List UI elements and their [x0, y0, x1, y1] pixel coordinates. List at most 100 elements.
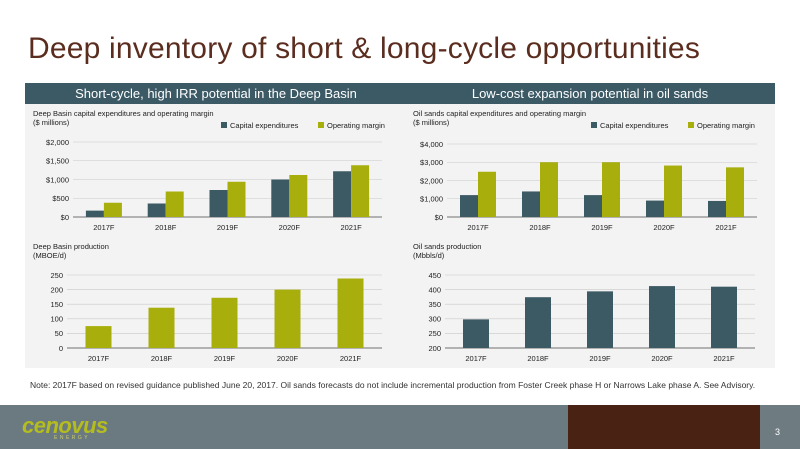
cenovus-logo: cenovus: [22, 413, 108, 438]
panel-header-oil-sands: Low-cost expansion potential in oil sand…: [405, 83, 775, 104]
deep-basin-capex-legend-swatch-margin: [318, 122, 324, 128]
panel-header-deep-basin: Short-cycle, high IRR potential in the D…: [25, 83, 407, 104]
oil-sands-capex-bar-capex-2019F: [584, 195, 602, 217]
oil-sands-production-bar-2019F: [587, 291, 613, 348]
deep-basin-capex-title: Deep Basin capital expenditures and oper…: [33, 109, 214, 118]
deep-basin-capex-xtick-label-4: 2021F: [340, 223, 362, 232]
oil-sands-capex-bar-margin-2021F: [726, 167, 744, 217]
deep-basin-production-bar-2019F: [211, 297, 238, 348]
oil-sands-capex-xtick-label-4: 2021F: [715, 223, 737, 232]
deep-basin-production-xtick-label-1: 2018F: [151, 354, 173, 363]
oil-sands-capex-bar-margin-2017F: [478, 171, 496, 217]
oil-sands-capex-bar-margin-2018F: [540, 162, 558, 217]
oil-sands-capex-ytick-label-1: $1,000: [420, 195, 443, 204]
deep-basin-production-ytick-label-2: 100: [50, 315, 63, 324]
deep-basin-capex-xtick-label-0: 2017F: [93, 223, 115, 232]
oil-sands-capex-legend-swatch-capex: [591, 122, 597, 128]
deep-basin-capex-xtick-label-3: 2020F: [279, 223, 301, 232]
oil-sands-capex-ytick-label-0: $0: [435, 213, 443, 222]
deep-basin-production-xtick-label-3: 2020F: [277, 354, 299, 363]
oil-sands-production-ytick-label-1: 250: [428, 329, 441, 338]
oil-sands-capex-bar-margin-2020F: [664, 165, 682, 217]
deep-basin-production-ytick-label-3: 150: [50, 300, 63, 309]
deep-basin-capex-bar-margin-2017F: [103, 202, 122, 217]
oil-sands-production-bar-2020F: [649, 286, 675, 348]
oil-sands-capex-xtick-label-2: 2019F: [591, 223, 613, 232]
deep-basin-capex-ytick-label-0: $0: [61, 213, 69, 222]
deep-basin-production-title: Deep Basin production: [33, 242, 109, 251]
deep-basin-production-bar-2020F: [274, 289, 301, 348]
deep-basin-production-bar-2021F: [337, 278, 364, 348]
oil-sands-capex-bar-capex-2020F: [646, 200, 664, 217]
oil-sands-capex-bar-capex-2017F: [460, 195, 478, 217]
page-number: 3: [775, 427, 781, 437]
oil-sands-production-xtick-label-1: 2018F: [527, 354, 549, 363]
chart-oil-sands-production: Oil sands production(Mbbls/d) 200 250 300 35…: [413, 242, 755, 363]
footer-page-tab: [760, 405, 800, 449]
deep-basin-capex-unit-label: ($ millions): [33, 118, 70, 127]
oil-sands-production-ytick-label-0: 200: [428, 344, 441, 353]
deep-basin-capex-xtick-label-1: 2018F: [155, 223, 177, 232]
oil-sands-production-bar-2017F: [463, 319, 489, 348]
oil-sands-capex-ytick-label-2: $2,000: [420, 176, 443, 185]
deep-basin-capex-bar-capex-2017F: [85, 210, 104, 217]
deep-basin-production-ytick-label-1: 50: [55, 329, 63, 338]
deep-basin-capex-bar-capex-2018F: [147, 203, 166, 217]
oil-sands-capex-bar-capex-2021F: [708, 200, 726, 217]
deep-basin-capex-bar-margin-2019F: [227, 181, 246, 217]
deep-basin-production-bar-2018F: [148, 307, 175, 348]
chart-deep-basin-production: Deep Basin production(MBOE/d) 0 50 100 150 20…: [33, 242, 382, 363]
oil-sands-production-xtick-label-4: 2021F: [713, 354, 735, 363]
oil-sands-capex-title: Oil sands capital expenditures and opera…: [413, 109, 586, 118]
oil-sands-production-bar-2021F: [711, 286, 737, 348]
oil-sands-production-unit-label: (Mbbls/d): [413, 251, 445, 260]
oil-sands-capex-bar-capex-2018F: [522, 191, 540, 217]
deep-basin-capex-bar-capex-2020F: [271, 179, 290, 217]
oil-sands-capex-legend-swatch-margin: [688, 122, 694, 128]
oil-sands-capex-legend-label-capex: Capital expenditures: [600, 121, 669, 130]
deep-basin-production-xtick-label-0: 2017F: [88, 354, 110, 363]
chart-oil-sands-capex: Oil sands capital expenditures and opera…: [413, 109, 757, 232]
oil-sands-production-ytick-label-2: 300: [428, 315, 441, 324]
deep-basin-production-ytick-label-4: 200: [50, 285, 63, 294]
oil-sands-capex-bar-margin-2019F: [602, 162, 620, 217]
oil-sands-capex-xtick-label-0: 2017F: [467, 223, 489, 232]
oil-sands-production-ytick-label-5: 450: [428, 271, 441, 280]
oil-sands-capex-legend-label-margin: Operating margin: [697, 121, 755, 130]
oil-sands-production-ytick-label-4: 400: [428, 285, 441, 294]
deep-basin-capex-legend-label-margin: Operating margin: [327, 121, 385, 130]
deep-basin-capex-bar-capex-2021F: [333, 171, 352, 217]
deep-basin-capex-ytick-label-1: $500: [52, 194, 69, 203]
oil-sands-production-xtick-label-3: 2020F: [651, 354, 673, 363]
deep-basin-capex-bar-margin-2021F: [351, 165, 370, 217]
panel-deep-basin: Short-cycle, high IRR potential in the D…: [25, 83, 407, 368]
oil-sands-production-title: Oil sands production: [413, 242, 481, 251]
deep-basin-production-unit-label: (MBOE/d): [33, 251, 67, 260]
deep-basin-capex-legend-label-capex: Capital expenditures: [230, 121, 299, 130]
deep-basin-capex-ytick-label-4: $2,000: [46, 138, 69, 147]
oil-sands-capex-ytick-label-4: $4,000: [420, 140, 443, 149]
deep-basin-capex-legend-swatch-capex: [221, 122, 227, 128]
footnote: Note: 2017F based on revised guidance pu…: [30, 380, 756, 390]
oil-sands-capex-unit-label: ($ millions): [413, 118, 450, 127]
deep-basin-capex-ytick-label-3: $1,500: [46, 157, 69, 166]
chart-deep-basin-capex: Deep Basin capital expenditures and oper…: [33, 109, 385, 232]
deep-basin-production-ytick-label-5: 250: [50, 271, 63, 280]
deep-basin-production-bar-2017F: [85, 326, 112, 348]
oil-sands-capex-ytick-label-3: $3,000: [420, 158, 443, 167]
deep-basin-capex-bar-capex-2019F: [209, 190, 228, 217]
footer-bar: cenovus ENERGY 3: [0, 405, 800, 449]
cenovus-logo-subtext: ENERGY: [54, 435, 91, 441]
deep-basin-capex-xtick-label-2: 2019F: [217, 223, 239, 232]
panel-oil-sands: Low-cost expansion potential in oil sand…: [405, 83, 775, 368]
oil-sands-production-ytick-label-3: 350: [428, 300, 441, 309]
deep-basin-capex-ytick-label-2: $1,000: [46, 175, 69, 184]
oil-sands-capex-xtick-label-1: 2018F: [529, 223, 551, 232]
deep-basin-production-xtick-label-4: 2021F: [340, 354, 362, 363]
deep-basin-capex-bar-margin-2018F: [165, 191, 184, 217]
deep-basin-capex-bar-margin-2020F: [289, 175, 308, 217]
oil-sands-production-bar-2018F: [525, 297, 551, 348]
deep-basin-production-xtick-label-2: 2019F: [214, 354, 236, 363]
deep-basin-production-ytick-label-0: 0: [59, 344, 63, 353]
oil-sands-capex-xtick-label-3: 2020F: [653, 223, 675, 232]
